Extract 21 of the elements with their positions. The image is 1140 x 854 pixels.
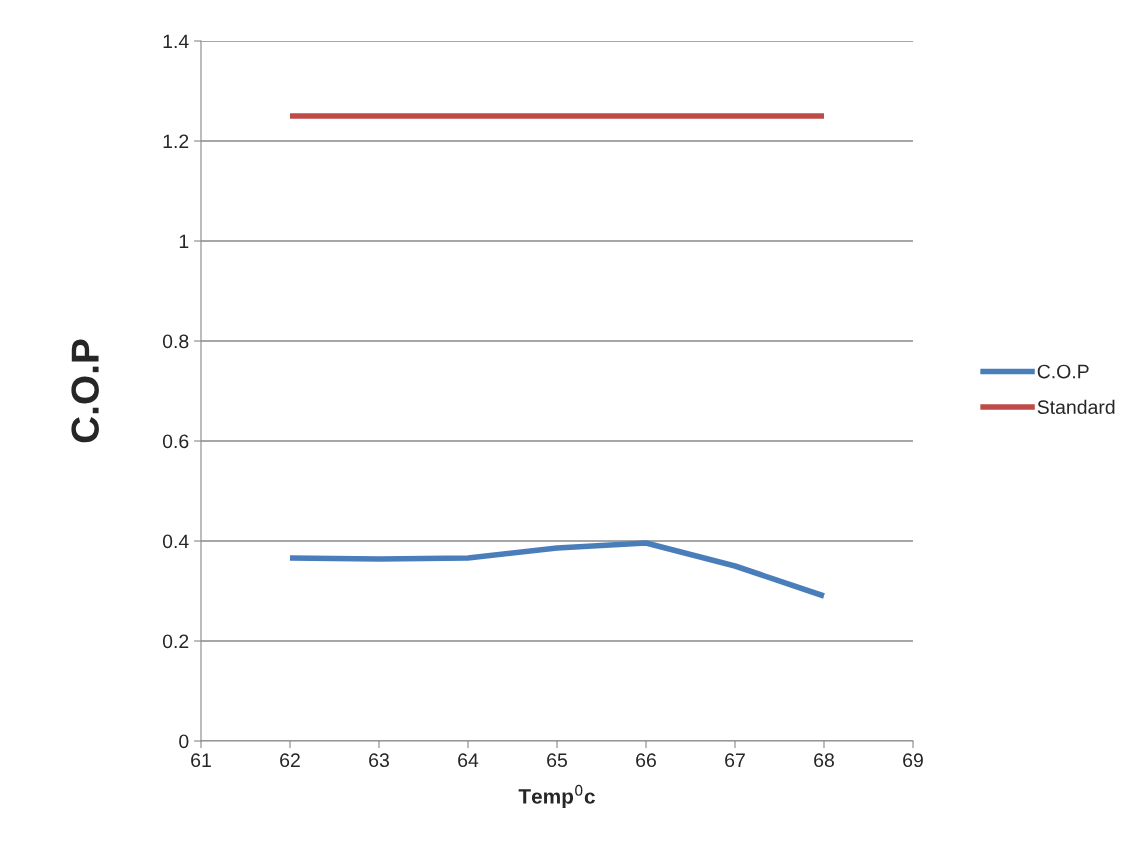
x-tick-label: 67: [725, 753, 745, 768]
legend-label: Standard: [1037, 399, 1115, 415]
x-tick-label: 65: [547, 753, 567, 768]
y-tick-label: 0: [179, 734, 189, 749]
y-tick-label: 0.6: [162, 434, 189, 449]
x-tick-label: 68: [814, 753, 834, 768]
y-tick-label: 1.4: [163, 34, 189, 49]
x-tick-label: 69: [903, 753, 923, 768]
x-tick-label: 66: [636, 753, 656, 768]
x-tick-label: 61: [191, 753, 211, 768]
y-tick-label: 0.4: [162, 534, 189, 549]
y-tick-label: 0.8: [162, 334, 189, 349]
x-tick-label: 62: [280, 753, 300, 768]
y-tick-label: 1: [179, 234, 189, 249]
x-tick-label: 64: [458, 753, 479, 768]
y-axis-title: C.O.P: [71, 339, 99, 443]
legend-label: C.O.P: [1037, 364, 1089, 379]
y-tick-label: 1.2: [163, 134, 189, 149]
x-axis-title: Temp$^{0}$c: [518, 784, 595, 808]
x-tick-label: 63: [369, 753, 389, 768]
y-tick-label: 0.2: [162, 634, 189, 649]
